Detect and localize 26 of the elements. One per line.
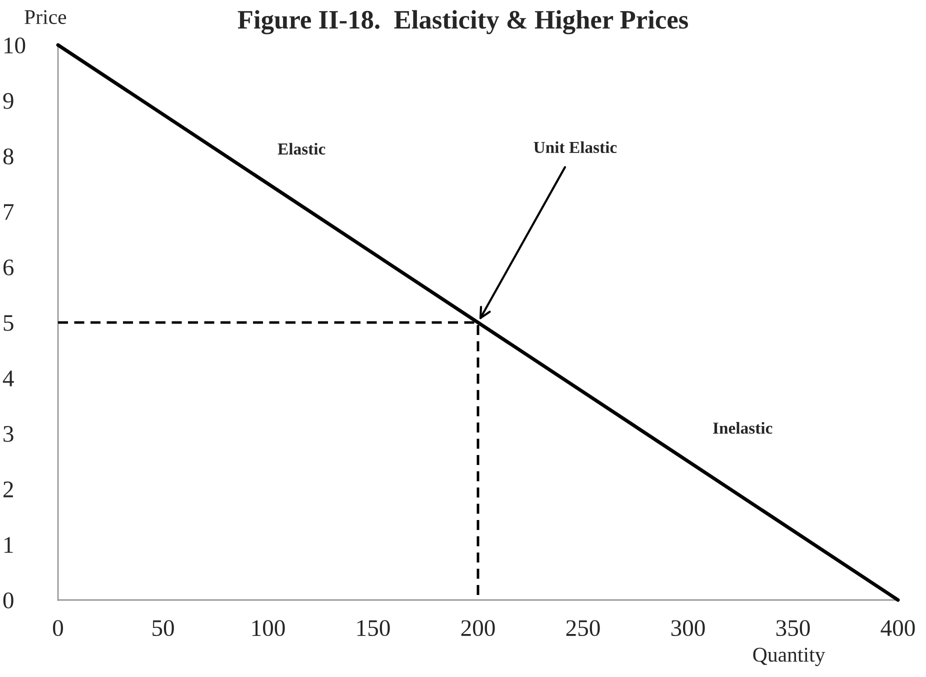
y-tick-label: 2 — [3, 482, 13, 498]
x-tick-label: 100 — [252, 620, 285, 636]
y-tick-label: 10 — [4, 37, 26, 54]
y-tick-label: 1 — [4, 537, 13, 553]
y-tick-label: 7 — [4, 204, 14, 220]
y-tick-label: 8 — [3, 148, 14, 164]
annotation: Unit Elastic — [534, 141, 617, 154]
x-tick-label: 0 — [52, 620, 64, 636]
x-tick-label: 150 — [357, 620, 390, 636]
y-tick-label: 9 — [3, 93, 14, 109]
x-tick-label: 50 — [152, 620, 174, 636]
chart-title: Figure II-18. Elasticity & Higher Prices — [238, 10, 688, 34]
x-tick-label: 250 — [566, 620, 600, 636]
x-tick-label: 350 — [776, 620, 810, 636]
x-tick-label: 200 — [461, 620, 495, 636]
x-axis-title: Quantity — [753, 648, 826, 666]
y-tick-label: 3 — [4, 426, 14, 442]
y-tick-label: 6 — [3, 260, 14, 276]
x-tick-label: 300 — [671, 620, 705, 636]
annotation: Elastic — [278, 142, 326, 155]
y-tick-label: 0 — [3, 592, 14, 608]
y-tick-label: 4 — [2, 370, 14, 386]
x-tick-label: 400 — [880, 620, 915, 636]
annotation: Inelastic — [713, 422, 772, 434]
y-axis-title: Price — [24, 10, 66, 24]
y-tick-label: 5 — [4, 315, 14, 331]
